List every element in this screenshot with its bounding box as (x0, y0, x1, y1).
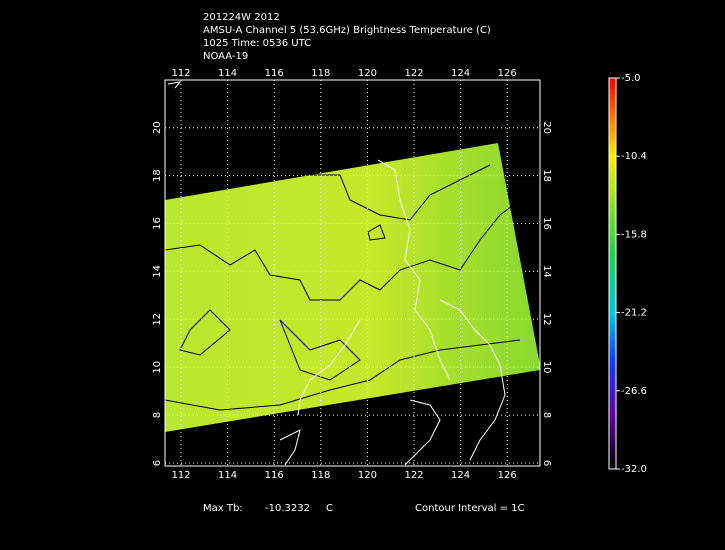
lon-label-top: 118 (311, 68, 330, 79)
lon-label-bottom: 122 (404, 470, 423, 481)
lat-label-right: 14 (541, 265, 552, 278)
contour-interval: Contour Interval = 1C (415, 503, 525, 514)
max-label: Max Tb: (203, 503, 243, 514)
lat-label-left: 14 (152, 265, 163, 278)
lat-label-right: 16 (541, 217, 552, 230)
header-line: AMSU-A Channel 5 (53.6GHz) Brightness Te… (203, 25, 491, 36)
lon-label-bottom: 118 (311, 470, 330, 481)
lon-label-bottom: 112 (171, 470, 190, 481)
lon-label-bottom: 124 (451, 470, 470, 481)
lon-label-top: 124 (451, 68, 470, 79)
colorbar-label: -32.0 (621, 464, 647, 475)
lat-label-left: 8 (152, 412, 163, 418)
map-frame (164, 79, 541, 467)
lat-label-left: 6 (152, 460, 163, 466)
lat-label-right: 20 (541, 121, 552, 134)
colorbar-label: -5.0 (621, 73, 641, 84)
lat-label-right: 8 (541, 412, 552, 418)
lon-label-bottom: 114 (218, 470, 237, 481)
lon-label-bottom: 116 (265, 470, 284, 481)
colorbar-label: -26.6 (621, 386, 647, 397)
lat-label-left: 12 (152, 313, 163, 326)
contours (164, 164, 521, 411)
header-line: 1025 Time: 0536 UTC (203, 38, 311, 49)
lat-label-right: 18 (541, 169, 552, 182)
lat-label-right: 10 (541, 361, 552, 374)
max-value: -10.3232 (265, 503, 310, 514)
lon-label-bottom: 126 (498, 470, 517, 481)
header: 201224W 2012 AMSU-A Channel 5 (53.6GHz) B… (203, 12, 491, 62)
map: 112 112 114 114 116 116 118 118 120 120 122 122 124 1… (152, 68, 552, 481)
coastlines (167, 81, 506, 466)
grid: 112 112 114 114 116 116 118 118 120 120 122 122 124 1… (152, 68, 552, 481)
lon-label-top: 126 (498, 68, 517, 79)
lat-label-right: 12 (541, 313, 552, 326)
lat-label-left: 10 (152, 361, 163, 374)
lon-label-top: 116 (265, 68, 284, 79)
lat-label-left: 20 (152, 121, 163, 134)
header-line: NOAA-19 (203, 51, 248, 62)
max-unit: C (326, 503, 333, 514)
lon-label-top: 122 (404, 68, 423, 79)
header-line: 201224W 2012 (203, 12, 280, 23)
colorbar-label: -21.2 (621, 308, 647, 319)
lon-label-top: 120 (358, 68, 377, 79)
colorbar-label: -10.4 (621, 151, 647, 162)
lat-label-right: 6 (541, 460, 552, 466)
colorbar-label: -15.8 (621, 229, 647, 240)
colorbar (608, 77, 617, 470)
lat-label-left: 18 (152, 169, 163, 182)
lon-label-top: 112 (171, 68, 190, 79)
lat-label-left: 16 (152, 217, 163, 230)
lon-label-top: 114 (218, 68, 237, 79)
lon-label-bottom: 120 (358, 470, 377, 481)
